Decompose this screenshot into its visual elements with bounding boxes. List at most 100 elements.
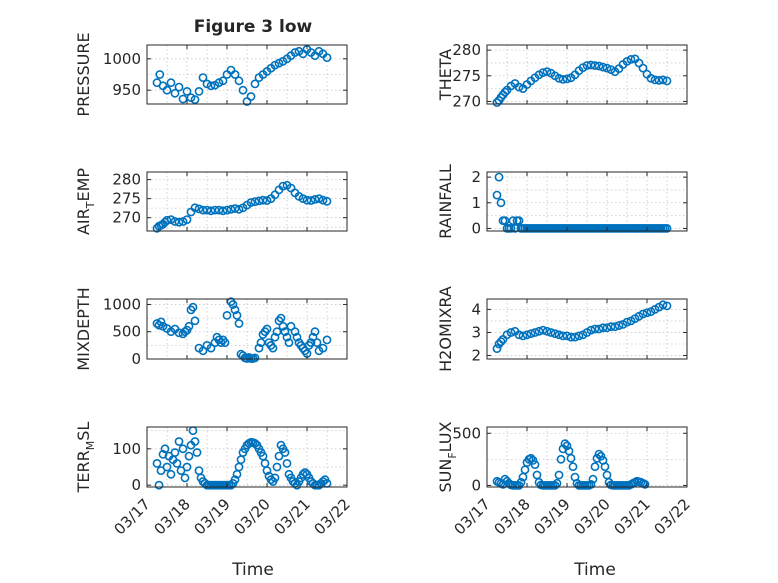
data-point <box>562 74 572 84</box>
data-point <box>622 317 632 327</box>
data-point <box>250 79 260 89</box>
data-point <box>318 343 328 353</box>
data-point <box>184 451 194 461</box>
data-point <box>542 67 552 77</box>
data-point <box>600 462 610 472</box>
plot-frame <box>486 426 688 488</box>
y-tick-label: 500 <box>452 424 481 442</box>
y-tick-label: 275 <box>112 190 141 208</box>
data-point <box>546 328 556 337</box>
data-point <box>268 343 278 353</box>
data-point <box>522 330 532 340</box>
data-point <box>610 322 620 332</box>
data-point <box>234 319 244 328</box>
data-point <box>526 453 536 463</box>
data-point <box>590 462 600 472</box>
data-point <box>318 195 328 205</box>
data-point <box>506 223 516 233</box>
data-point <box>520 465 530 475</box>
data-point <box>510 223 520 233</box>
data-point <box>602 63 612 73</box>
data-point <box>184 321 194 331</box>
y-tick-label: 4 <box>471 300 481 318</box>
y-tick-label: 270 <box>112 209 141 227</box>
data-point <box>292 332 302 342</box>
data-point <box>206 343 216 353</box>
data-point <box>222 310 232 320</box>
data-point <box>228 300 238 309</box>
x-tick-label: 03/17 <box>111 495 154 538</box>
data-point <box>182 462 192 472</box>
data-point <box>236 455 246 465</box>
data-point <box>298 194 308 203</box>
data-point <box>518 331 528 341</box>
x-tick-label: 03/19 <box>191 495 234 538</box>
data-point <box>190 95 200 104</box>
data-point <box>566 453 576 463</box>
y-axis-label: THETA <box>436 49 455 101</box>
plot-frame <box>146 298 348 360</box>
data-point <box>310 327 320 337</box>
data-point <box>250 353 260 363</box>
data-point <box>254 196 264 206</box>
data-point <box>214 205 224 215</box>
y-tick-label: 280 <box>452 41 481 59</box>
data-point <box>280 448 290 457</box>
x-axis-label-left: Time <box>231 560 274 580</box>
data-point <box>590 324 600 334</box>
data-point <box>194 466 204 475</box>
data-point <box>642 308 652 318</box>
data-point <box>198 205 208 215</box>
data-point <box>260 458 270 468</box>
data-point <box>276 313 286 323</box>
data-point <box>270 332 280 342</box>
x-tick-label: 03/19 <box>531 495 574 538</box>
x-tick-label: 03/17 <box>451 495 494 538</box>
data-point <box>278 181 288 191</box>
data-point <box>282 458 292 468</box>
data-point <box>158 81 168 91</box>
x-tick-label: 03/21 <box>271 495 314 538</box>
data-point <box>542 326 552 336</box>
data-point <box>558 75 568 84</box>
y-tick-label: 0 <box>471 219 481 237</box>
data-point <box>206 206 216 216</box>
x-tick-label: 03/20 <box>571 495 614 538</box>
data-point <box>574 331 584 341</box>
y-tick-label: 0 <box>131 476 141 494</box>
y-tick-label: 100 <box>112 440 141 458</box>
data-point <box>250 197 260 207</box>
data-point <box>322 53 332 62</box>
data-point <box>162 85 172 95</box>
y-tick-label: 2 <box>471 347 481 365</box>
data-point <box>586 60 596 70</box>
data-point <box>662 76 672 86</box>
y-tick-label: 0 <box>471 476 481 494</box>
data-point <box>290 327 300 337</box>
y-axis-label: RAINFALL <box>436 164 455 239</box>
data-point <box>654 76 664 85</box>
data-point <box>230 70 240 79</box>
data-point <box>154 480 164 490</box>
data-point <box>496 337 506 347</box>
data-point <box>192 448 202 457</box>
x-tick-label: 03/21 <box>611 495 654 538</box>
data-point <box>188 302 198 312</box>
data-point <box>270 473 280 483</box>
data-point <box>658 75 668 85</box>
subplot-4: 0 1 2 RAINFALL <box>436 164 688 239</box>
data-point <box>516 477 526 487</box>
data-point <box>230 475 240 485</box>
y-tick-label: 280 <box>112 171 141 189</box>
y-tick-label: 0 <box>131 350 141 368</box>
data-point <box>238 85 248 95</box>
data-point <box>178 94 188 104</box>
data-point <box>190 316 200 326</box>
data-point <box>596 451 606 461</box>
data-point <box>310 194 320 204</box>
data-point <box>194 204 204 214</box>
data-point <box>174 437 184 446</box>
y-axis-label: MIXDEPTH <box>74 287 93 370</box>
